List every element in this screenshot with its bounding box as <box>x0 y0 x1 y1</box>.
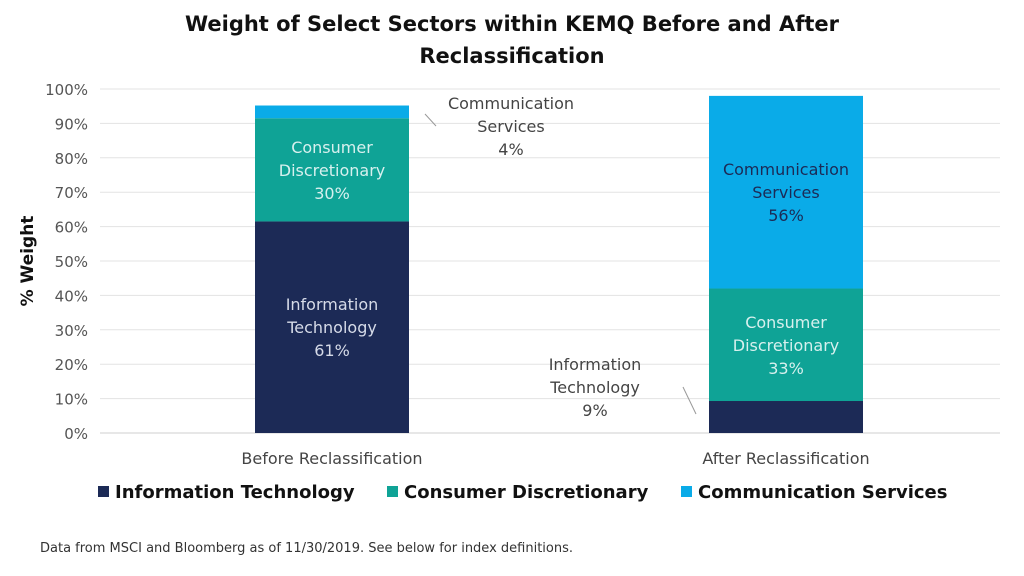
footnote: Data from MSCI and Bloomberg as of 11/30… <box>40 541 573 556</box>
chart-title: Weight of Select Sectors within KEMQ Bef… <box>0 8 1024 72</box>
bar-before-information-technology <box>255 221 409 433</box>
y-tick-label-0: 0% <box>64 425 88 443</box>
data-label-after-consumer-discretionary-line-2: 33% <box>768 359 804 378</box>
bar-after-information-technology <box>709 401 863 433</box>
data-label-after-communication-services-line-1: Services <box>752 183 819 202</box>
bar-after-communication-services <box>709 95 863 289</box>
y-tick-label-90: 90% <box>55 115 88 133</box>
data-label-after-information-technology-line-1: Technology <box>549 378 640 397</box>
legend-swatch-communication-services <box>681 486 692 497</box>
data-label-before-information-technology-line-1: Technology <box>286 318 377 337</box>
y-tick-label-50: 50% <box>55 253 88 271</box>
data-label-before-information-technology-line-2: 61% <box>314 341 350 360</box>
data-label-before-consumer-discretionary-line-1: Discretionary <box>279 161 385 180</box>
x-tick-label-0: Before Reclassification <box>241 449 422 468</box>
data-label-after-consumer-discretionary-line-1: Discretionary <box>733 336 839 355</box>
data-label-before-consumer-discretionary-line-0: Consumer <box>291 138 373 157</box>
y-axis-label: % Weight <box>18 216 38 307</box>
legend-label-communication-services: Communication Services <box>698 482 947 503</box>
data-label-after-information-technology-line-2: 9% <box>582 401 607 420</box>
data-label-before-communication-services-line-1: Services <box>477 117 544 136</box>
bar-after-consumer-discretionary <box>709 288 863 402</box>
data-label-after-communication-services-line-0: Communication <box>723 160 849 179</box>
data-label-before-information-technology-line-0: Information <box>286 295 379 314</box>
y-tick-label-20: 20% <box>55 356 88 374</box>
bar-before-communication-services <box>255 105 409 119</box>
leader-line-after-information-technology <box>682 386 697 415</box>
legend-label-consumer-discretionary: Consumer Discretionary <box>404 482 649 503</box>
leader-line-before-communication-services <box>424 113 437 127</box>
data-label-after-information-technology-line-0: Information <box>549 355 642 374</box>
data-label-after-consumer-discretionary-line-0: Consumer <box>745 313 827 332</box>
y-tick-label-40: 40% <box>55 287 88 305</box>
chart-title-line-1: Weight of Select Sectors within KEMQ Bef… <box>184 12 840 36</box>
y-tick-label-80: 80% <box>55 150 88 168</box>
y-tick-label-100: 100% <box>45 81 88 99</box>
data-label-after-communication-services-line-2: 56% <box>768 206 804 225</box>
legend-swatch-information-technology <box>98 486 109 497</box>
bar-before-consumer-discretionary <box>255 118 409 222</box>
y-tick-label-60: 60% <box>55 219 88 237</box>
y-tick-label-70: 70% <box>55 184 88 202</box>
chart-title-line-2: Reclassification <box>419 44 605 68</box>
y-tick-label-10: 10% <box>55 391 88 409</box>
data-label-before-communication-services-line-2: 4% <box>498 140 523 159</box>
legend-swatch-consumer-discretionary <box>387 486 398 497</box>
y-tick-label-30: 30% <box>55 322 88 340</box>
data-label-before-consumer-discretionary-line-2: 30% <box>314 184 350 203</box>
data-label-before-communication-services-line-0: Communication <box>448 94 574 113</box>
x-tick-label-1: After Reclassification <box>702 449 869 468</box>
legend-label-information-technology: Information Technology <box>115 482 355 503</box>
